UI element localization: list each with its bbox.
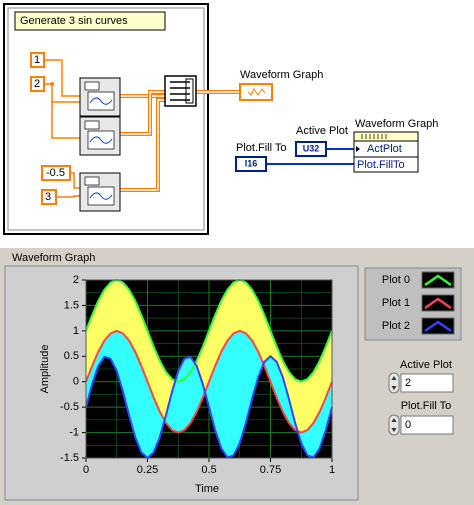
x-tick-label: 1: [329, 464, 335, 476]
property-node[interactable]: [353, 131, 419, 173]
legend-label: Plot 1: [382, 297, 410, 309]
control-value: 0: [405, 419, 411, 431]
legend-swatch-box: [421, 271, 455, 289]
numeric-control[interactable]: [400, 373, 454, 393]
terminal-label: Plot.Fill To: [236, 142, 287, 154]
build-array[interactable]: [164, 75, 197, 107]
y-tick-label: 1: [73, 325, 79, 337]
constant-value: 3: [45, 191, 51, 203]
x-tick-label: 0.75: [260, 464, 281, 476]
plot-line: [85, 354, 333, 460]
wire: [56, 195, 80, 198]
u32-terminal[interactable]: [295, 141, 327, 157]
legend-swatch: [424, 297, 452, 310]
vi-icon[interactable]: [79, 77, 121, 117]
legend-label: Plot 0: [382, 274, 410, 286]
y-tick-label: -1: [69, 426, 79, 438]
wire: [44, 83, 80, 139]
legend-label: Plot 2: [382, 320, 410, 332]
property: Plot.FillTo: [357, 159, 405, 171]
constant-value: -0.5: [46, 167, 65, 179]
x-tick-label: 0: [83, 464, 89, 476]
constant-value: 1: [34, 54, 40, 66]
legend-swatch-box: [421, 294, 455, 312]
y-tick-label: 0: [73, 376, 79, 388]
wire: [120, 99, 165, 191]
wire: [120, 91, 165, 135]
x-tick-label: 0.5: [201, 464, 216, 476]
constant-value: 2: [34, 78, 40, 90]
node-label: Waveform Graph: [355, 118, 438, 130]
terminal-label: Waveform Graph: [240, 69, 323, 81]
x-tick-label: 0.25: [137, 464, 158, 476]
vi-icon[interactable]: [79, 172, 121, 212]
terminal-type: I16: [245, 158, 258, 168]
y-tick-label: 2: [73, 274, 79, 286]
vi-icon[interactable]: [79, 116, 121, 156]
x-axis-label: Time: [195, 483, 219, 495]
label-box: [14, 11, 166, 31]
wire: [70, 172, 80, 189]
legend-swatch: [424, 320, 452, 333]
numeric-control[interactable]: [400, 415, 454, 435]
y-tick-label: -0.5: [60, 401, 79, 413]
control-label: Active Plot: [400, 359, 452, 371]
plot-line: [85, 329, 333, 434]
constant[interactable]: [41, 189, 57, 205]
constant[interactable]: [41, 165, 71, 181]
terminal-label: Active Plot: [296, 125, 348, 137]
plot-line: [85, 278, 333, 383]
plot-border: [85, 279, 333, 459]
y-tick-label: -1.5: [60, 452, 79, 464]
terminal-type: U32: [303, 143, 320, 153]
control-value: 2: [405, 377, 411, 389]
graph-title: Waveform Graph: [12, 252, 95, 264]
property: ActPlot: [367, 143, 402, 155]
wire: [44, 59, 80, 97]
wire-junction: [50, 82, 54, 86]
legend-swatch-box: [421, 317, 455, 335]
fill-area: [86, 280, 332, 433]
legend-swatch: [424, 274, 452, 287]
increment-buttons[interactable]: [388, 414, 400, 436]
increment-buttons[interactable]: [388, 372, 400, 394]
y-tick-label: 1.5: [64, 299, 79, 311]
constant[interactable]: [30, 76, 45, 92]
control-label: Plot.Fill To: [401, 400, 452, 412]
i16-terminal[interactable]: [235, 156, 267, 172]
y-tick-label: 0.5: [64, 350, 79, 362]
diagram-label: Generate 3 sin curves: [20, 15, 128, 27]
terminal-glyph: [247, 88, 266, 96]
y-axis-label: Amplitude: [39, 345, 51, 394]
constant[interactable]: [30, 52, 45, 68]
fill-area: [86, 330, 332, 458]
